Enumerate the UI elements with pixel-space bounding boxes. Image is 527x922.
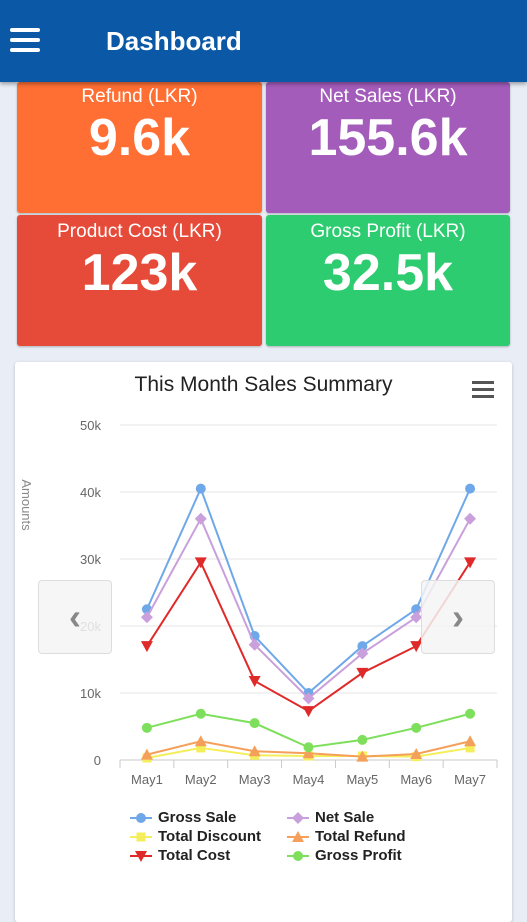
data-point xyxy=(194,512,207,525)
data-point xyxy=(465,743,475,753)
data-point xyxy=(248,745,261,757)
gross-profit-label: Gross Profit (LKR) xyxy=(310,221,466,242)
data-point xyxy=(410,641,423,653)
data-point xyxy=(248,638,261,651)
legend-label: Gross Sale xyxy=(158,809,237,826)
x-tick-label: May7 xyxy=(454,772,486,787)
legend-item[interactable]: Gross Profit xyxy=(287,846,402,866)
page-title: Dashboard xyxy=(106,26,242,56)
chart-title: This Month Sales Summary xyxy=(134,373,393,396)
refund-tile[interactable]: Refund (LKR) 9.6k xyxy=(17,82,262,213)
data-point xyxy=(465,483,476,494)
chevron-right-icon: › xyxy=(452,596,464,637)
data-point xyxy=(356,647,369,660)
data-point xyxy=(302,692,315,705)
data-point xyxy=(410,611,423,624)
y-tick-label: 10k xyxy=(80,686,101,701)
legend-marker xyxy=(130,813,152,823)
x-tick-label: May2 xyxy=(185,772,217,787)
data-point xyxy=(195,708,206,719)
legend-marker xyxy=(287,812,309,824)
data-point xyxy=(249,718,260,729)
data-point xyxy=(411,722,422,733)
data-point xyxy=(357,641,368,652)
legend-item[interactable]: Total Refund xyxy=(287,827,406,847)
hamburger-menu-icon[interactable] xyxy=(10,28,42,54)
net-sales-value: 155.6k xyxy=(308,109,468,167)
net-sales-tile[interactable]: Net Sales (LKR) 155.6k xyxy=(266,82,510,213)
refund-label: Refund (LKR) xyxy=(81,86,198,107)
x-tick-label: May3 xyxy=(239,772,271,787)
data-point xyxy=(196,743,206,753)
legend-label: Total Cost xyxy=(158,847,231,864)
y-tick-label: 40k xyxy=(80,485,101,500)
legend-label: Net Sale xyxy=(315,809,375,826)
legend-label: Total Discount xyxy=(158,828,262,845)
chart-context-menu-icon[interactable] xyxy=(472,381,494,401)
app-bar: Dashboard xyxy=(0,0,527,82)
x-tick-label: May4 xyxy=(293,772,325,787)
data-point xyxy=(194,735,207,747)
data-point xyxy=(302,706,315,718)
y-tick-label: 30k xyxy=(80,552,101,567)
legend-label: Total Refund xyxy=(315,828,406,845)
data-point xyxy=(195,483,206,494)
data-point xyxy=(303,742,314,753)
data-point xyxy=(410,747,423,759)
y-tick-label: 0 xyxy=(94,753,101,768)
data-point xyxy=(248,675,261,687)
previous-arrow-button[interactable]: ‹ xyxy=(38,580,112,654)
data-point xyxy=(464,512,477,525)
x-tick-label: May1 xyxy=(131,772,163,787)
legend-marker xyxy=(287,851,309,861)
data-point xyxy=(140,748,153,760)
product-cost-tile[interactable]: Product Cost (LKR) 123k xyxy=(17,215,262,346)
legend-item[interactable]: Net Sale xyxy=(287,808,374,828)
data-point xyxy=(140,641,153,653)
gross-profit-value: 32.5k xyxy=(322,244,454,302)
y-axis-title: Amounts xyxy=(19,479,34,531)
legend-item[interactable]: Total Cost xyxy=(130,846,230,866)
legend-item[interactable]: Total Discount xyxy=(130,827,261,847)
data-point xyxy=(356,667,369,679)
legend-marker xyxy=(287,831,309,842)
legend-item[interactable]: Gross Sale xyxy=(130,808,236,828)
data-point xyxy=(302,747,315,759)
refund-value: 9.6k xyxy=(88,109,191,167)
sales-line-chart: 010k20k30k40k50kAmountsMay1May2May3May4M… xyxy=(19,418,498,787)
data-point xyxy=(141,722,152,733)
data-point xyxy=(464,557,477,569)
legend-marker xyxy=(130,832,152,842)
data-point xyxy=(464,735,477,747)
data-point xyxy=(357,734,368,745)
x-tick-label: May6 xyxy=(400,772,432,787)
data-point xyxy=(356,750,369,762)
legend-label: Gross Profit xyxy=(315,847,402,864)
data-point xyxy=(140,611,153,624)
data-point xyxy=(194,557,207,569)
next-arrow-button[interactable]: › xyxy=(421,580,495,654)
net-sales-label: Net Sales (LKR) xyxy=(319,86,457,107)
chevron-left-icon: ‹ xyxy=(69,596,81,637)
legend-marker xyxy=(130,851,152,862)
data-point xyxy=(465,708,476,719)
product-cost-value: 123k xyxy=(81,244,198,302)
product-cost-label: Product Cost (LKR) xyxy=(57,221,222,242)
x-tick-label: May5 xyxy=(346,772,378,787)
gross-profit-tile[interactable]: Gross Profit (LKR) 32.5k xyxy=(266,215,510,346)
y-tick-label: 50k xyxy=(80,418,101,433)
